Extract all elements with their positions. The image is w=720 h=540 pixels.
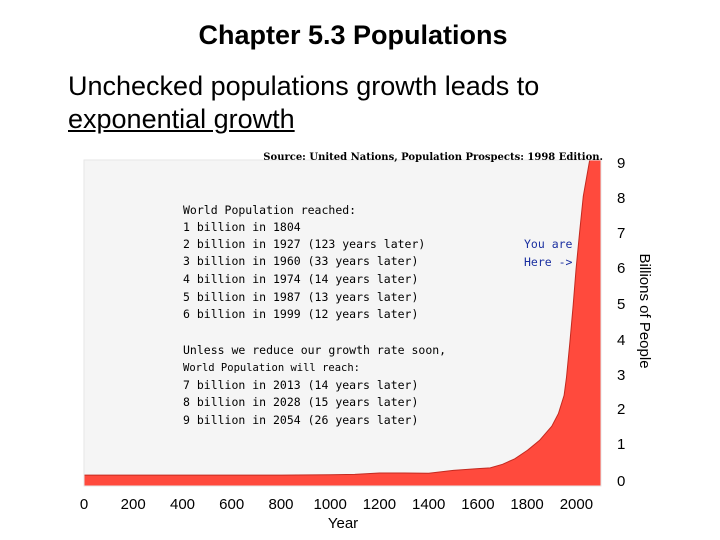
x-tick-label: 1000 bbox=[314, 496, 347, 513]
projection-heading: Unless we reduce our growth rate soon, bbox=[183, 343, 446, 357]
reached-line: 5 billion in 1987 (13 years later) bbox=[183, 290, 418, 304]
y-tick-label: 4 bbox=[617, 332, 625, 349]
reached-line: 4 billion in 1974 (14 years later) bbox=[183, 272, 418, 286]
reached-line: 6 billion in 1999 (12 years later) bbox=[183, 307, 418, 321]
y-tick-label: 8 bbox=[617, 190, 625, 207]
y-tick-label: 1 bbox=[617, 436, 625, 453]
x-tick-label: 1800 bbox=[510, 496, 543, 513]
projection-heading: World Population will reach: bbox=[183, 362, 360, 374]
y-tick-label: 3 bbox=[617, 367, 625, 384]
x-tick-label: 800 bbox=[268, 496, 293, 513]
body-line-2: exponential growth bbox=[68, 104, 295, 134]
slide-body: Unchecked populations growth leads to ex… bbox=[68, 70, 668, 136]
x-tick-label: 400 bbox=[170, 496, 195, 513]
reached-line: 2 billion in 1927 (123 years later) bbox=[183, 237, 425, 251]
body-line-1: Unchecked populations growth leads to bbox=[68, 71, 540, 101]
x-tick-label: 600 bbox=[219, 496, 244, 513]
x-tick-label: 1200 bbox=[363, 496, 396, 513]
y-tick-label: 0 bbox=[617, 473, 625, 490]
x-tick-label: 1400 bbox=[412, 496, 445, 513]
y-tick-label: 2 bbox=[617, 401, 625, 418]
y-tick-label: 7 bbox=[617, 225, 625, 242]
reached-line: 1 billion in 1804 bbox=[183, 220, 301, 234]
source-note: Source: United Nations, Population Prosp… bbox=[263, 152, 603, 163]
plot-border bbox=[83, 159, 602, 487]
x-axis-label: Year bbox=[328, 515, 358, 532]
x-tick-label: 1600 bbox=[461, 496, 494, 513]
y-tick-label: 5 bbox=[617, 296, 625, 313]
reached-heading: World Population reached: bbox=[183, 203, 356, 217]
slide-title: Chapter 5.3 Populations bbox=[198, 20, 508, 50]
you-are-here-label: Here -> bbox=[524, 255, 573, 269]
x-tick-label: 0 bbox=[80, 496, 88, 513]
x-tick-label: 200 bbox=[121, 496, 146, 513]
you-are-here-label: You are bbox=[524, 237, 573, 251]
plot-area-background bbox=[84, 160, 601, 486]
y-tick-label: 6 bbox=[617, 260, 625, 277]
projection-line: 9 billion in 2054 (26 years later) bbox=[183, 413, 418, 427]
projection-line: 7 billion in 2013 (14 years later) bbox=[183, 378, 418, 392]
y-tick-label: 9 bbox=[617, 155, 625, 172]
y-axis-label: Billions of People bbox=[636, 253, 653, 368]
population-area bbox=[83, 159, 602, 487]
x-tick-label: 2000 bbox=[560, 496, 593, 513]
projection-line: 8 billion in 2028 (15 years later) bbox=[183, 395, 418, 409]
reached-line: 3 billion in 1960 (33 years later) bbox=[183, 254, 418, 268]
